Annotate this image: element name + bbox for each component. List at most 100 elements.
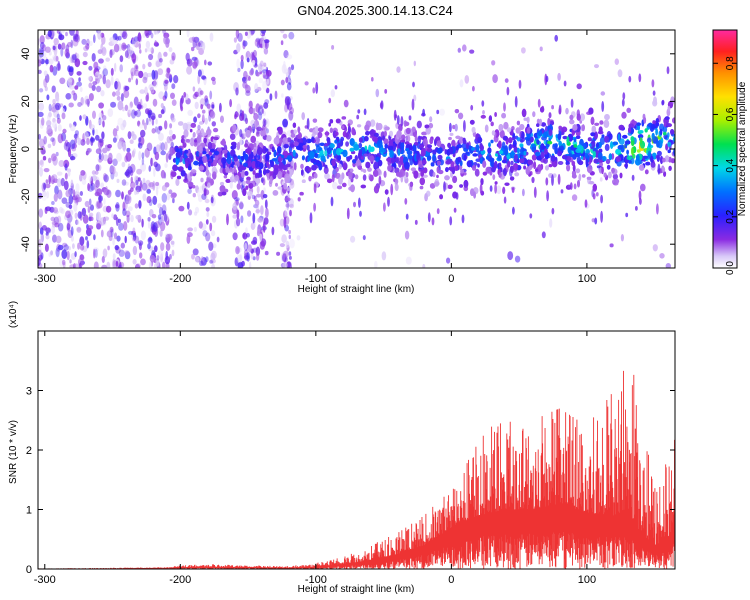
spectrogram-cell	[510, 160, 514, 165]
spectrogram-cell	[167, 150, 172, 156]
spectrogram-cell	[284, 207, 290, 217]
spectrogram-cell	[223, 188, 229, 193]
spectrogram-cell	[404, 161, 410, 170]
spectrogram-cell	[187, 165, 192, 171]
spectrogram-cell	[507, 251, 514, 261]
spectrogram-cell	[102, 68, 109, 77]
spectrogram-cell	[289, 209, 292, 217]
spectrogram-cell	[68, 102, 74, 108]
spectrogram-cell	[88, 93, 94, 101]
spectrogram-cell	[187, 232, 193, 238]
spectrogram-cell	[255, 131, 261, 137]
spectrogram-cell	[236, 247, 242, 253]
spectrogram-cell	[248, 261, 252, 268]
spectrogram-cell	[119, 64, 123, 73]
spectrogram-cell	[170, 171, 177, 177]
spectrogram-cell	[498, 150, 504, 155]
spectrogram-cell	[317, 127, 324, 133]
spectrogram-cell	[192, 86, 196, 92]
spectrogram-cell	[97, 49, 103, 55]
spectrogram-cell	[349, 155, 353, 160]
spectrogram-cell	[246, 57, 250, 63]
spectrogram-cell	[211, 263, 216, 268]
spectrogram-cell	[369, 129, 376, 137]
spectrogram-cell	[111, 39, 118, 45]
spectrogram-cell	[656, 150, 662, 157]
spectrogram-cell	[171, 117, 176, 123]
spectrogram-cell	[293, 129, 297, 134]
spectrogram-cell	[111, 166, 116, 175]
spectrogram-cell	[301, 112, 306, 121]
spectrogram-cell	[465, 151, 470, 155]
spectrogram-cell	[86, 138, 90, 145]
spectrogram-cell	[112, 237, 115, 246]
spectrogram-cell	[62, 242, 68, 247]
spectrogram-cell	[614, 58, 619, 65]
spectrogram-cell	[250, 119, 257, 128]
spectrogram-cell	[142, 193, 147, 202]
spectrogram-cell	[147, 220, 151, 229]
spectrogram-cell	[199, 260, 204, 266]
spectrogram-cell	[276, 251, 281, 256]
spectrogram-cell	[242, 40, 248, 47]
spectrogram-cell	[312, 118, 318, 123]
spectrogram-cell	[244, 31, 248, 36]
spectrogram-cell	[494, 181, 498, 185]
spectrogram-cell	[170, 92, 175, 100]
spectrogram-cell	[90, 182, 96, 191]
spectrogram-cell	[256, 126, 262, 132]
spectrogram-cell	[107, 245, 110, 251]
spectrogram-cell	[335, 118, 341, 124]
spectrogram-cell	[157, 30, 160, 34]
spectrogram-cell	[286, 155, 293, 161]
spectrogram-cell	[601, 166, 604, 175]
spectrogram-cell	[140, 162, 147, 172]
spectrogram-cell	[95, 164, 100, 172]
spectrogram-cell	[257, 63, 263, 72]
spectrogram-cell	[160, 150, 166, 156]
spectrogram-cell	[350, 184, 355, 193]
spectrogram-cell	[48, 103, 52, 112]
spectrogram-cell	[45, 59, 50, 65]
spectrogram-cell	[320, 155, 326, 162]
spectrogram-cell	[237, 178, 243, 184]
spectrogram-cell	[239, 200, 244, 210]
spectrogram-cell	[430, 162, 435, 167]
spectrogram-cell	[259, 240, 265, 250]
spectrogram-cell	[229, 133, 236, 140]
spectrogram-cell	[341, 125, 345, 130]
spectrogram-cell	[133, 96, 139, 106]
spectrogram-cell	[226, 213, 229, 226]
spectrogram-cell	[155, 163, 161, 172]
spectrogram-cell	[257, 104, 264, 110]
spectrogram-cell	[280, 40, 284, 46]
spectrogram-cell	[610, 141, 614, 149]
spectrogram-cell	[74, 212, 78, 219]
spectrogram-cell	[236, 217, 241, 227]
spectrogram-cell	[594, 64, 599, 69]
spectrogram-cell	[600, 194, 603, 204]
spectrogram-cell	[65, 190, 71, 198]
spectrogram-cell	[117, 100, 124, 111]
spectrogram-cell	[237, 67, 241, 73]
spectrogram-cell	[263, 39, 270, 44]
spectrogram-cell	[266, 79, 270, 85]
spectrogram-cell	[96, 85, 102, 93]
spectrogram-cell	[114, 62, 117, 72]
spectrogram-cell	[53, 38, 59, 46]
spectrogram-cell	[405, 127, 411, 135]
spectrogram-cell	[409, 181, 414, 188]
spectrogram-cell	[240, 59, 244, 70]
spectrogram-cell	[81, 38, 87, 45]
spectrogram-cell	[365, 161, 371, 169]
spectrogram-cell	[563, 80, 567, 87]
spectrogram-cell	[211, 121, 216, 127]
spectrogram-cell	[154, 40, 157, 46]
spectrogram-cell	[233, 37, 237, 43]
spectrogram-cell	[514, 255, 521, 263]
spectrogram-cell	[331, 162, 336, 167]
spectrogram-cell	[160, 169, 166, 179]
spectrogram-cell	[244, 242, 248, 251]
spectrogram-cell	[213, 136, 219, 141]
spectrogram-cell	[334, 139, 338, 144]
